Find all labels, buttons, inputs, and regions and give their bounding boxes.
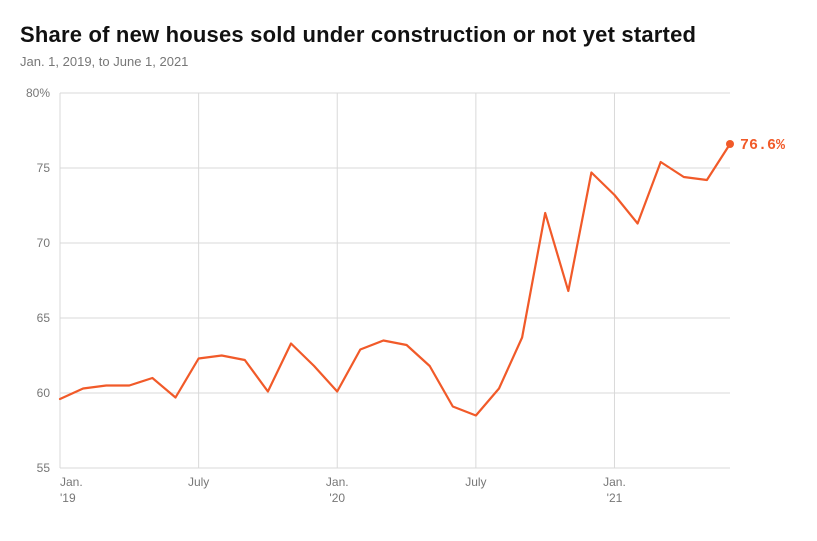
y-axis-label: 70	[37, 236, 51, 250]
x-axis-label: July	[188, 475, 209, 489]
x-axis-label-year: '19	[60, 491, 76, 505]
chart-subtitle: Jan. 1, 2019, to June 1, 2021	[20, 54, 797, 69]
chart-title: Share of new houses sold under construct…	[20, 22, 797, 48]
endpoint-label: 76.6%	[740, 137, 786, 154]
y-axis-label: 65	[37, 311, 51, 325]
x-axis-label-year: '20	[329, 491, 345, 505]
x-axis-label-year: '21	[607, 491, 623, 505]
y-axis-label: 80%	[26, 86, 50, 100]
y-axis-label: 55	[37, 461, 51, 475]
x-axis-label: July	[465, 475, 486, 489]
x-axis-label: Jan.	[60, 475, 83, 489]
y-axis-label: 60	[37, 386, 51, 400]
chart-container: Share of new houses sold under construct…	[0, 0, 817, 541]
line-series	[60, 144, 730, 416]
chart-plot: 55 60 65 70 75 80% Jan. '19 July Jan. '20 July Jan. '…	[20, 83, 797, 523]
y-axis-label: 75	[37, 161, 51, 175]
chart-svg: 55 60 65 70 75 80% Jan. '19 July Jan. '20 July Jan. '…	[20, 83, 797, 523]
x-axis-label: Jan.	[326, 475, 349, 489]
x-axis-label: Jan.	[603, 475, 626, 489]
endpoint-marker	[726, 140, 734, 148]
